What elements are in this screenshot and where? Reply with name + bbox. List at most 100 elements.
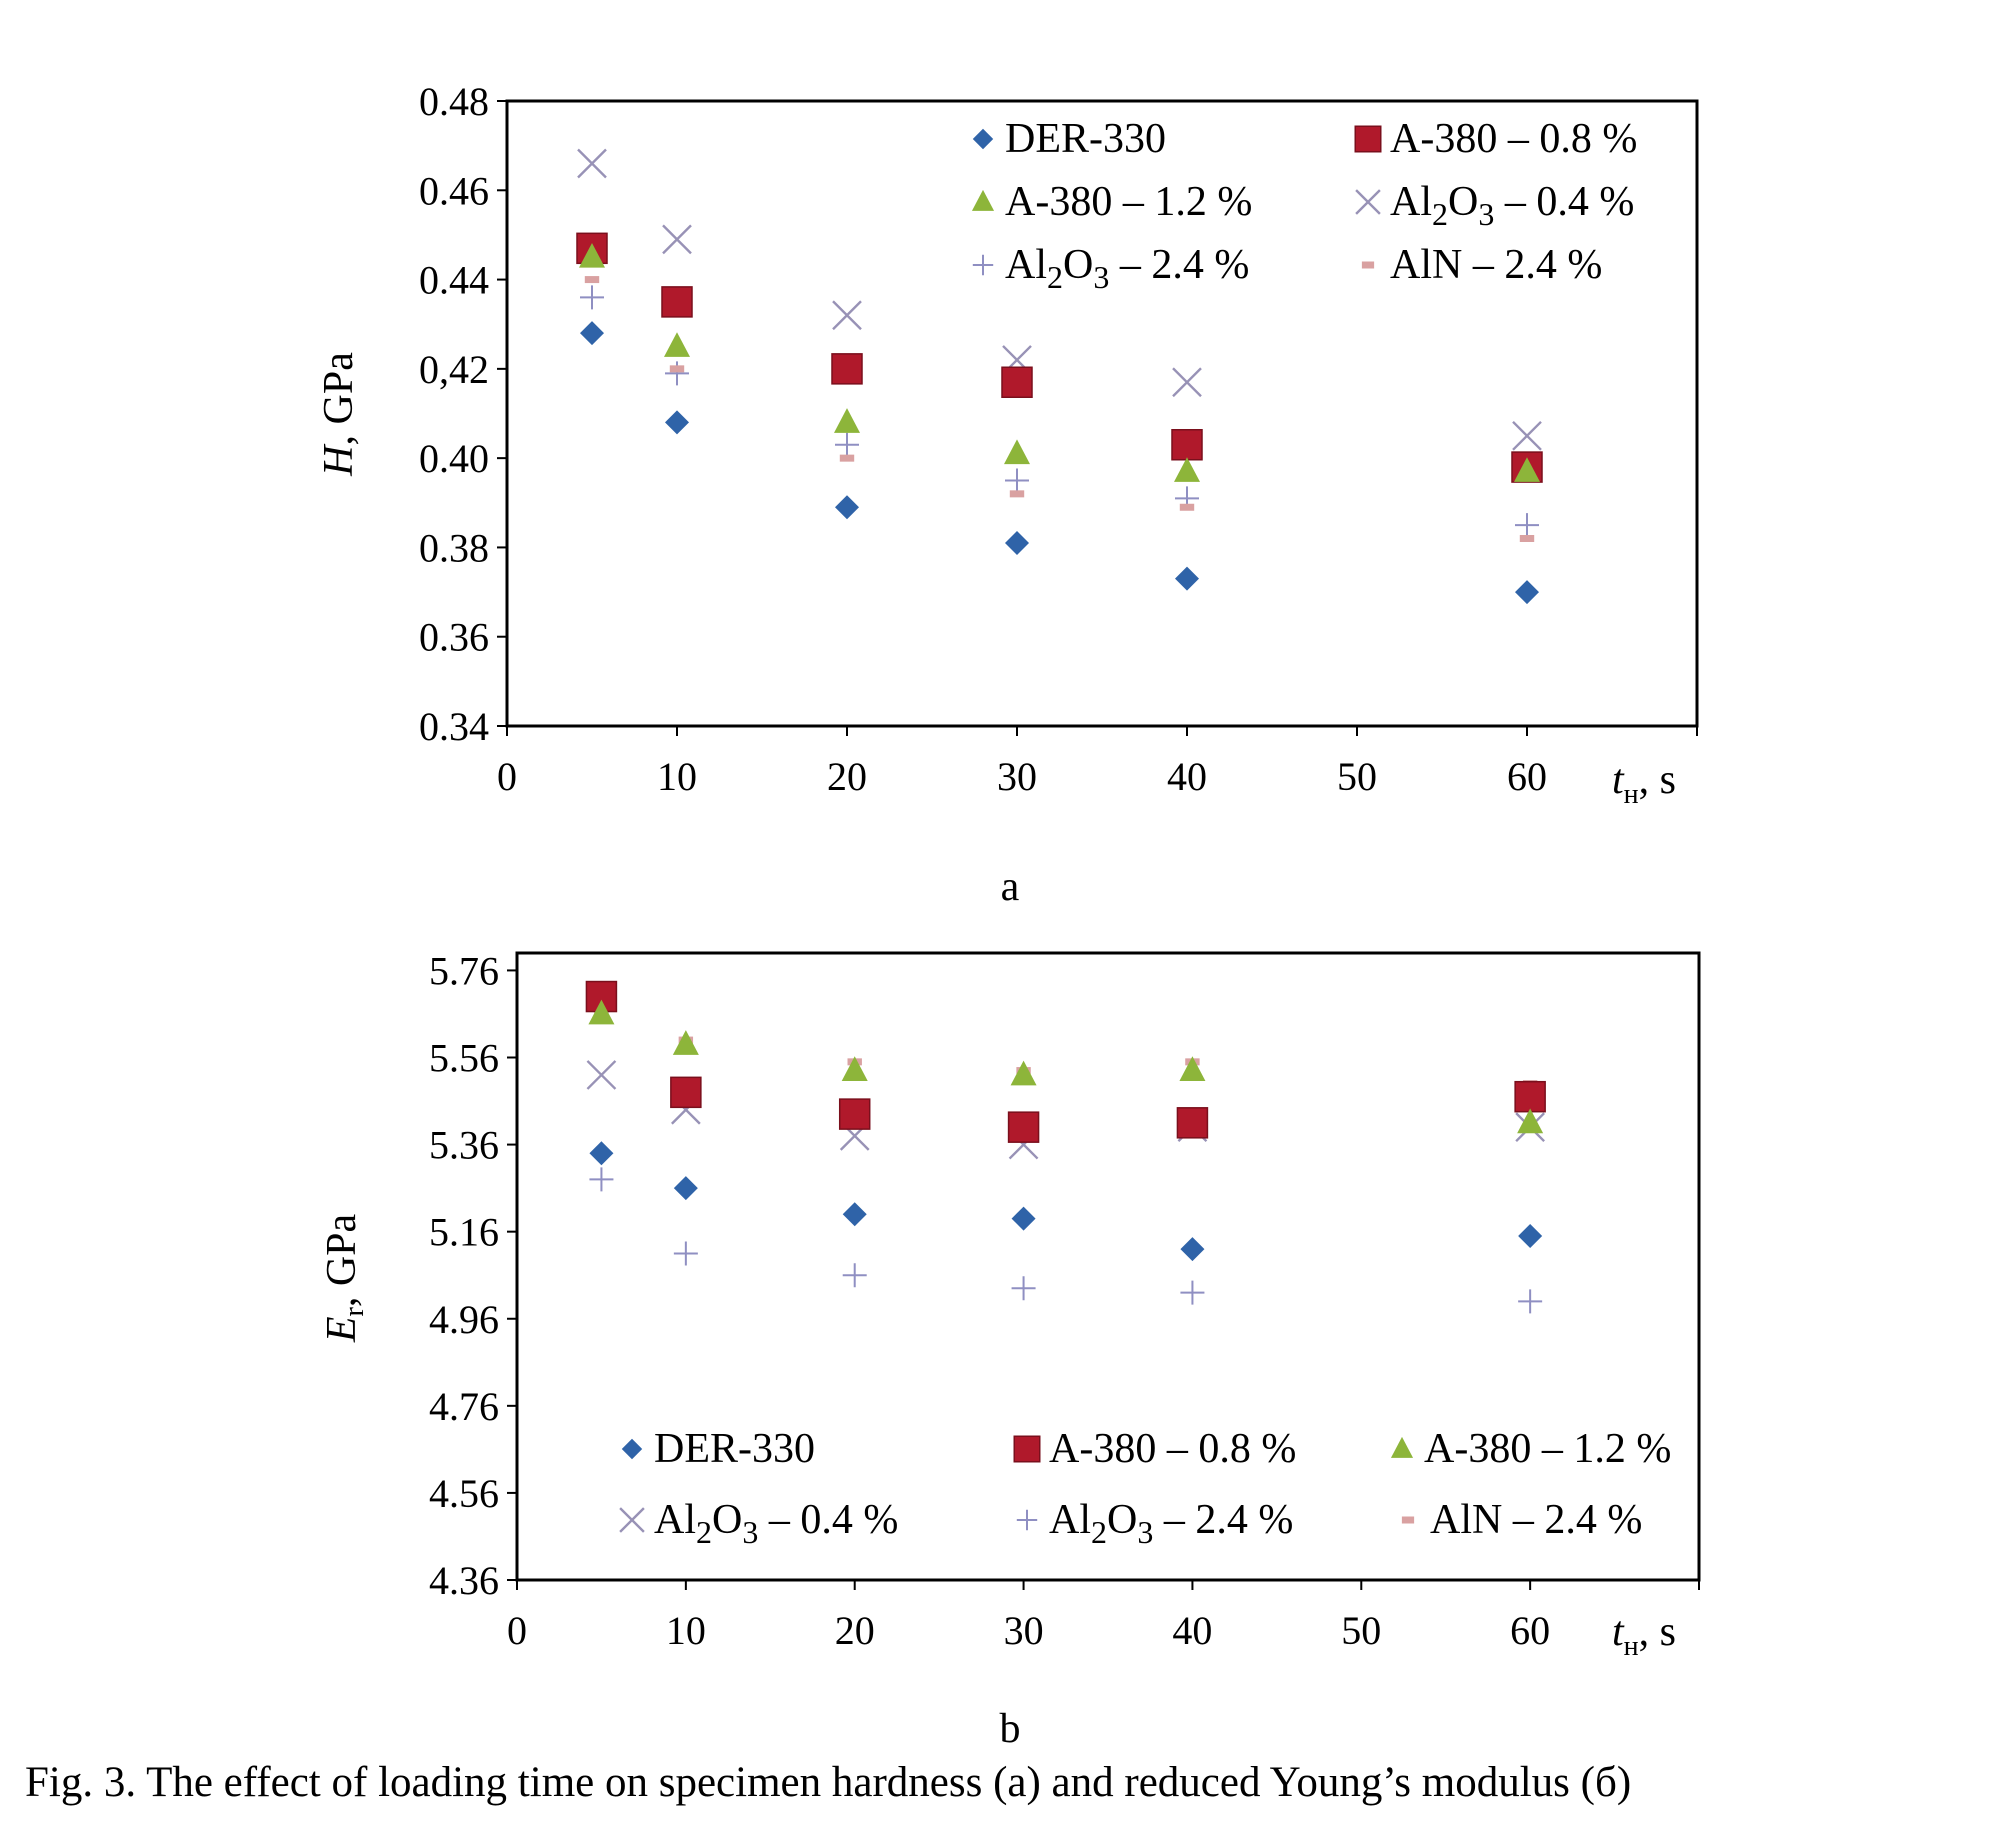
data-point-der-330	[589, 1141, 614, 1166]
data-point-al2o3-0-4	[577, 148, 607, 179]
legend-label: A-380 – 0.8 %	[1390, 116, 1637, 162]
y-tick-label: 0.40	[419, 436, 489, 481]
legend-marker-a-380-1-2	[971, 189, 995, 211]
data-point-aln-2-4	[669, 365, 685, 373]
data-point-der-330	[1515, 580, 1539, 605]
data-point-al2o3-2-4	[580, 285, 604, 310]
data-point-al2o3-0-4	[1512, 420, 1542, 451]
data-point-a-380-1-2	[1010, 1060, 1037, 1086]
data-point-aln-2-4	[1009, 490, 1025, 498]
x-tick-label: 40	[1167, 754, 1207, 799]
data-point-a-380-0-8	[670, 1076, 702, 1109]
panel-label-a: a	[1001, 864, 1020, 910]
data-point-a-380-1-2	[1179, 1056, 1206, 1081]
y-tick-label: 5.36	[429, 1123, 499, 1168]
data-point-a-380-0-8	[1176, 1107, 1209, 1139]
x-tick-label: 20	[827, 754, 867, 799]
y-tick-label: 4.96	[429, 1297, 499, 1342]
legend-marker-a-380-0-8	[1013, 1435, 1041, 1463]
data-point-a-380-1-2	[664, 332, 690, 357]
legend-marker-a-380-0-8	[1354, 125, 1382, 153]
y-tick-label: 0.34	[419, 704, 489, 749]
data-point-der-330	[1175, 566, 1199, 591]
chart-panel-a: 0 10 20 30 40 50 60 0.34 0.36 0.38 0.40 0,42 0.44 0.4…	[316, 79, 1699, 910]
legend-marker-der-330	[621, 1438, 643, 1460]
data-point-aln-2-4	[584, 276, 600, 284]
axis-ticks-b: 0 10 20 30 40 50 60 4.36 4.56 4.76 4.96 5.16 5.36 5.5…	[429, 948, 1700, 1653]
data-point-a-380-0-8	[838, 1098, 871, 1130]
data-point-al2o3-2-4	[1180, 1280, 1205, 1305]
data-point-der-330	[842, 1202, 867, 1227]
legend-label: A-380 – 0.8 %	[1049, 1426, 1296, 1472]
data-point-der-330	[835, 495, 859, 520]
data-point-al2o3-2-4	[673, 1241, 698, 1266]
data-point-al2o3-0-4	[662, 224, 692, 255]
legend-label: Al2O3 – 0.4 %	[654, 1497, 898, 1550]
data-point-al2o3-2-4	[1011, 1276, 1036, 1301]
legend-label: Al2O3 – 0.4 %	[1390, 179, 1634, 232]
data-point-al2o3-2-4	[1515, 513, 1539, 538]
legend-label: Al2O3 – 2.4 %	[1005, 242, 1249, 295]
data-point-der-330	[1518, 1224, 1543, 1249]
x-tick-label: 0	[507, 1608, 527, 1653]
data-point-al2o3-2-4	[1518, 1289, 1543, 1314]
chart-panel-b: 0 10 20 30 40 50 60 4.36 4.56 4.76 4.96 5.16 5.36 5.5…	[319, 948, 1701, 1752]
data-point-aln-2-4	[1179, 503, 1195, 511]
y-tick-label: 4.36	[429, 1558, 499, 1603]
y-tick-label: 0.44	[419, 258, 489, 303]
data-point-al2o3-0-4	[832, 300, 862, 331]
chart-marks-a	[576, 148, 1543, 605]
x-tick-label: 60	[1507, 754, 1547, 799]
legend-label: Al2O3 – 2.4 %	[1049, 1497, 1293, 1550]
data-point-al2o3-2-4	[842, 1263, 867, 1288]
data-point-a-380-1-2	[672, 1030, 699, 1055]
plot-frame-b	[515, 951, 1701, 1582]
legend-marker-der-330	[972, 128, 994, 150]
y-tick-label: 0,42	[419, 347, 489, 392]
data-point-aln-2-4	[1519, 535, 1535, 542]
legend-label: AlN – 2.4 %	[1430, 1497, 1642, 1543]
data-point-a-380-1-2	[579, 242, 605, 268]
x-axis-title-a: tн, s	[1612, 757, 1676, 810]
y-tick-label: 4.56	[429, 1471, 499, 1516]
y-axis-title-b: Er, GPa	[319, 1213, 370, 1343]
x-tick-label: 50	[1341, 1608, 1381, 1653]
legend-marker-al2o3-0-4	[619, 1507, 645, 1533]
data-point-a-380-1-2	[1517, 1108, 1544, 1134]
legend-b: DER-330 A-380 – 0.8 % A-380 – 1.2 % Al2O3 –…	[619, 1426, 1671, 1550]
legend-marker-a-380-1-2	[1390, 1436, 1414, 1458]
data-point-a-380-0-8	[1514, 1080, 1546, 1113]
legend-label: A-380 – 1.2 %	[1424, 1426, 1671, 1472]
data-point-der-330	[1005, 530, 1029, 555]
legend-marker-al2o3-2-4	[1016, 1509, 1038, 1531]
x-tick-label: 60	[1510, 1608, 1550, 1653]
y-tick-label: 4.76	[429, 1384, 499, 1429]
x-tick-label: 10	[666, 1608, 706, 1653]
x-tick-label: 50	[1337, 754, 1377, 799]
axis-ticks-a: 0 10 20 30 40 50 60 0.34 0.36 0.38 0.40 0,42 0.44 0.4…	[419, 79, 1698, 799]
y-tick-label: 0.36	[419, 615, 489, 660]
data-point-der-330	[1011, 1206, 1036, 1231]
legend-marker-al2o3-2-4	[972, 254, 994, 276]
data-point-a-380-1-2	[841, 1056, 868, 1081]
y-tick-label: 5.76	[429, 948, 499, 993]
y-tick-label: 5.56	[429, 1036, 499, 1081]
y-tick-label: 0.46	[419, 168, 489, 213]
y-axis-title-a: H, GPa	[316, 352, 362, 477]
data-point-al2o3-2-4	[665, 361, 689, 386]
data-point-a-380-0-8	[831, 353, 863, 385]
x-tick-label: 30	[1004, 1608, 1044, 1653]
legend-label: DER-330	[654, 1426, 815, 1472]
y-tick-label: 0.38	[419, 525, 489, 570]
data-point-a-380-0-8	[1001, 366, 1033, 398]
legend-label: A-380 – 1.2 %	[1005, 179, 1252, 225]
panel-label-b: b	[1000, 1706, 1021, 1752]
plot-frame-a	[505, 99, 1699, 728]
data-point-al2o3-0-4	[586, 1060, 617, 1090]
legend-a: DER-330 A-380 – 0.8 % A-380 – 1.2 % Al2O3 –…	[971, 116, 1637, 295]
data-point-der-330	[673, 1176, 698, 1201]
legend-label: AlN – 2.4 %	[1390, 242, 1602, 288]
x-tick-label: 20	[835, 1608, 875, 1653]
data-point-a-380-1-2	[1004, 439, 1030, 465]
